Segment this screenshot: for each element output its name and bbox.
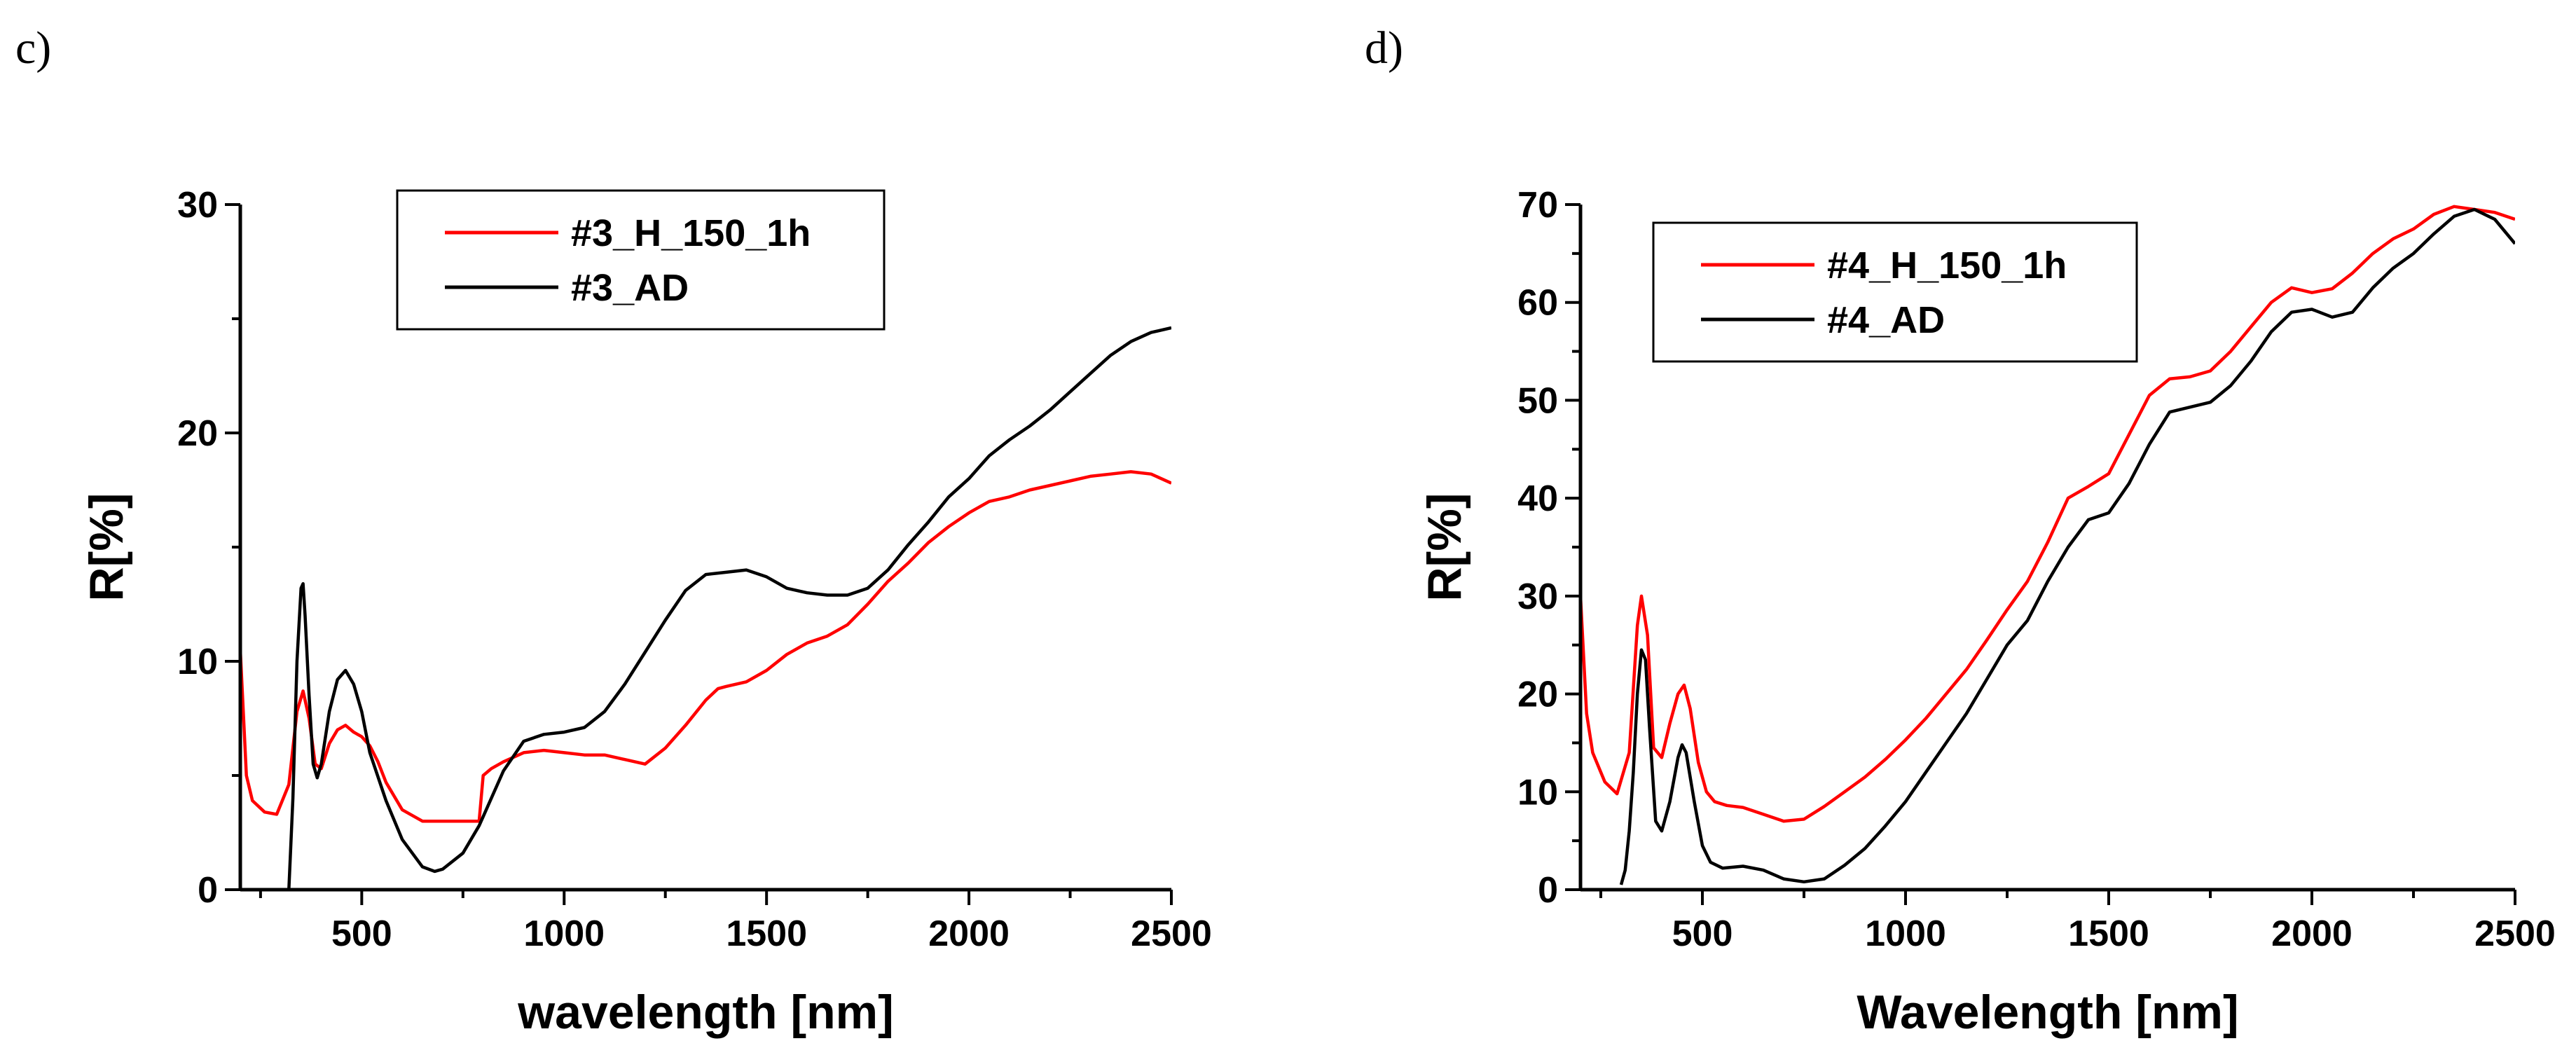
legend-label-d-0: #4_H_150_1h xyxy=(1827,244,2067,287)
x-tick-label-c-2: 1500 xyxy=(726,913,807,954)
x-tick-label-c-4: 2500 xyxy=(1131,913,1212,954)
y-tick-label-d-0: 0 xyxy=(1538,870,1558,911)
y-tick-label-c-3: 30 xyxy=(177,185,218,226)
x-tick-label-d-4: 2500 xyxy=(2474,913,2556,954)
y-tick-label-d-3: 30 xyxy=(1517,577,1558,617)
y-tick-label-d-6: 60 xyxy=(1517,283,1558,324)
legend-c: #3_H_150_1h #3_AD xyxy=(396,189,886,331)
y-tick-label-c-2: 20 xyxy=(177,413,218,454)
x-tick-label-d-2: 1500 xyxy=(2068,913,2149,954)
series-line-c-1 xyxy=(287,326,1171,890)
legend-label-d-1: #4_AD xyxy=(1827,299,1945,341)
legend-box-c xyxy=(396,189,886,331)
legend-label-c-0: #3_H_150_1h xyxy=(571,212,811,254)
x-tick-label-c-0: 500 xyxy=(331,913,392,954)
chart-panel-c: 0 10 20 30 500 1000 1500 2000 2500 wavelength [nm… xyxy=(80,185,1212,1039)
y-tick-label-d-7: 70 xyxy=(1517,185,1558,226)
chart-panel-d: 0 10 20 30 40 50 60 70 500 1000 1500 2000 2500 Wavele… xyxy=(1418,185,2556,1039)
series-line-d-1 xyxy=(1619,207,2515,885)
x-tick-label-d-0: 500 xyxy=(1672,913,1733,954)
x-axis-title-c: wavelength [nm] xyxy=(517,986,894,1039)
x-axis-title-d: Wavelength [nm] xyxy=(1857,986,2238,1039)
y-tick-label-d-1: 10 xyxy=(1517,772,1558,813)
panel-label-c: c) xyxy=(15,22,51,74)
y-tick-label-d-2: 20 xyxy=(1517,675,1558,715)
series-line-c-0 xyxy=(240,470,1171,823)
y-tick-label-c-0: 0 xyxy=(198,870,218,911)
x-tick-label-c-1: 1000 xyxy=(523,913,605,954)
y-tick-label-c-1: 10 xyxy=(177,642,218,682)
panel-label-d: d) xyxy=(1365,22,1403,74)
y-axis-title-d: R[%] xyxy=(1418,493,1471,602)
legend-d: #4_H_150_1h #4_AD xyxy=(1652,221,2138,363)
x-tick-label-c-3: 2000 xyxy=(928,913,1010,954)
x-tick-label-d-1: 1000 xyxy=(1865,913,1946,954)
legend-label-c-1: #3_AD xyxy=(571,267,689,309)
y-tick-label-d-5: 50 xyxy=(1517,380,1558,421)
x-tick-label-d-3: 2000 xyxy=(2271,913,2353,954)
y-axis-title-c: R[%] xyxy=(80,493,133,602)
series-line-d-0 xyxy=(1580,205,2515,823)
legend-box-d xyxy=(1652,221,2138,363)
y-tick-label-d-4: 40 xyxy=(1517,478,1558,519)
